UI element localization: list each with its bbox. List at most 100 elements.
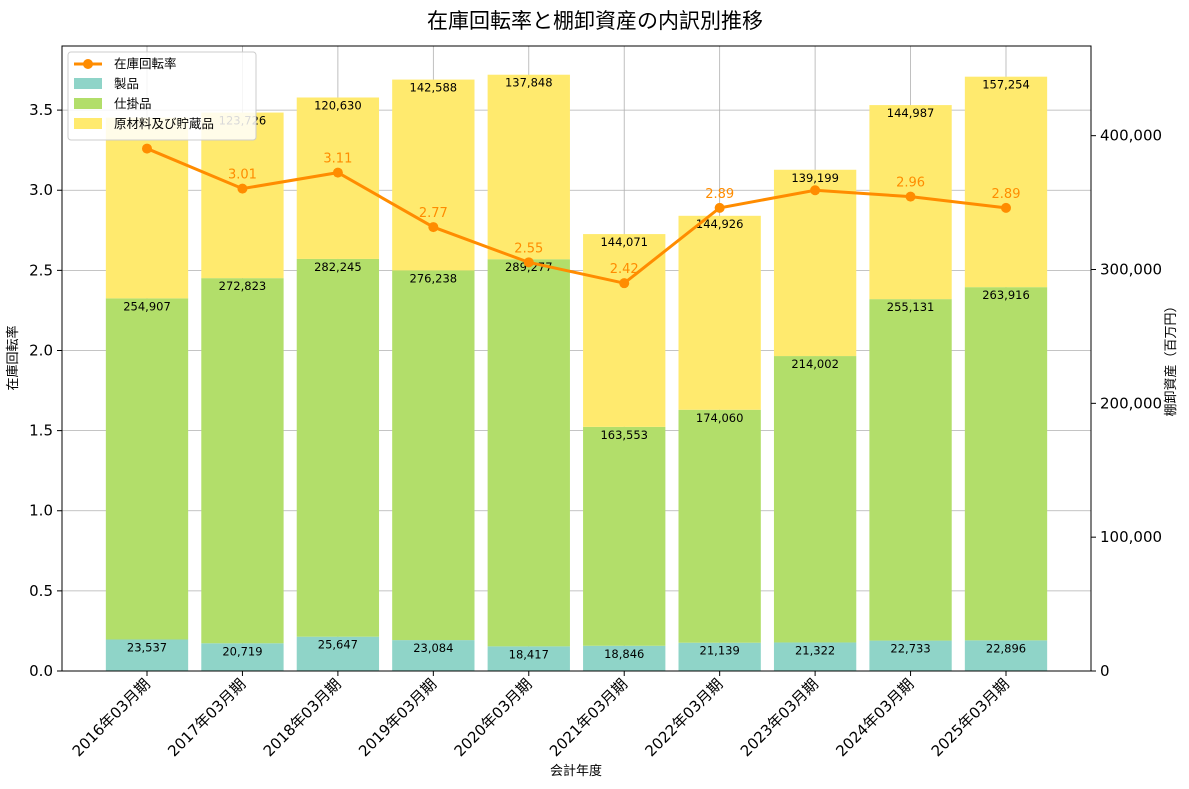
turnover-point <box>714 202 725 213</box>
bar-segment <box>964 287 1048 641</box>
legend-swatch <box>74 78 102 89</box>
turnover-label: 2.89 <box>705 187 734 202</box>
bar-value-label: 144,926 <box>696 217 744 231</box>
bar-value-label: 157,254 <box>982 78 1030 92</box>
bar-segment <box>678 215 761 410</box>
turnover-label: 2.55 <box>514 241 543 256</box>
legend-swatch <box>74 98 102 109</box>
legend-label: 在庫回転率 <box>114 56 177 71</box>
turnover-polyline <box>146 147 1007 285</box>
y2-tick-label: 0 <box>1100 662 1110 680</box>
turnover-point <box>237 183 248 194</box>
bar-segment <box>678 642 761 671</box>
y-tick-label: 2.5 <box>29 261 53 279</box>
bar-segment <box>869 105 952 300</box>
plot-frame <box>61 45 1092 672</box>
bar-value-label: 255,131 <box>887 300 935 314</box>
bar-segment <box>392 270 475 641</box>
bar-segment <box>105 639 189 671</box>
x-tick-label: 2020年03月期 <box>451 675 536 760</box>
bar-segment <box>964 640 1048 671</box>
bar-segment <box>392 640 475 671</box>
turnover-point <box>905 191 916 202</box>
bar-segment <box>583 426 666 646</box>
x-axis-title: 会計年度 <box>550 763 602 779</box>
bar-value-label: 22,733 <box>890 642 930 656</box>
bar-value-label: 23,537 <box>127 640 167 654</box>
y2-tick-label: 100,000 <box>1100 528 1162 546</box>
legend-line-marker <box>83 59 93 69</box>
bar-segment <box>487 74 570 260</box>
turnover-label: 2.77 <box>419 206 448 221</box>
bar-value-label: 21,139 <box>700 644 740 658</box>
bar-value-label: 174,060 <box>696 411 744 425</box>
y-tick-label: 3.5 <box>29 101 53 119</box>
turnover-line: 3.01 3.11 2.77 2.55 2.42 2.89 2.96 2.89 <box>142 143 1021 289</box>
turnover-label: 2.89 <box>992 187 1021 202</box>
bar-value-label: 144,987 <box>887 106 935 120</box>
y-tick-label: 1.0 <box>29 502 53 520</box>
bar-value-label: 20,719 <box>222 644 262 658</box>
stacked-bars <box>105 74 1048 671</box>
x-tick-label: 2022年03月期 <box>641 675 726 760</box>
legend-swatch <box>74 118 102 129</box>
y-tick-label: 2.0 <box>29 341 53 359</box>
bar-value-label: 18,417 <box>509 647 549 661</box>
turnover-point <box>142 143 152 154</box>
legend-box <box>67 51 257 141</box>
turnover-point <box>1001 202 1011 213</box>
x-tick-label: 2018年03月期 <box>260 675 345 760</box>
bar-segment <box>583 234 666 427</box>
turnover-point <box>332 167 343 178</box>
bar-value-label: 142,588 <box>410 81 458 95</box>
turnover-label: 3.11 <box>323 152 352 167</box>
y2-axis-title: 棚卸資産（百万円） <box>1163 299 1179 416</box>
legend-label: 仕掛品 <box>114 96 152 111</box>
y2-tick-label: 400,000 <box>1100 127 1162 145</box>
y-tick-label: 0.5 <box>29 582 53 600</box>
legend-label: 製品 <box>114 76 139 91</box>
bar-segment <box>296 258 380 637</box>
bar-value-label: 23,084 <box>413 641 453 655</box>
bar-segment <box>964 76 1048 288</box>
bar-value-label: 18,846 <box>604 647 644 661</box>
bar-segment <box>487 259 570 647</box>
bar-value-label: 254,907 <box>123 299 171 313</box>
bar-segment <box>773 356 857 643</box>
turnover-label: 2.42 <box>610 262 639 277</box>
bar-value-label: 263,916 <box>982 288 1030 302</box>
x-tick-label: 2017年03月期 <box>164 675 249 760</box>
y-tick-label: 1.5 <box>29 422 53 440</box>
bar-segment <box>869 640 952 671</box>
turnover-point <box>523 257 534 268</box>
bar-value-label: 276,238 <box>410 271 458 285</box>
bar-value-labels: 23,537254,90720,719272,823123,72625,6472… <box>123 76 1030 662</box>
x-tick-label: 2024年03月期 <box>832 675 917 760</box>
y2-tick-label: 200,000 <box>1100 394 1162 412</box>
bar-segment <box>773 642 857 671</box>
bar-value-label: 282,245 <box>314 260 362 274</box>
bar-value-label: 137,848 <box>505 76 553 90</box>
chart-title: 在庫回転率と棚卸資産の内訳別推移 <box>427 9 763 33</box>
bar-value-label: 214,002 <box>791 357 839 371</box>
legend-label: 原材料及び貯蔵品 <box>114 116 214 131</box>
bar-value-label: 22,896 <box>986 641 1026 655</box>
bar-segment <box>678 409 761 643</box>
bar-segment <box>392 79 475 271</box>
y-tick-label: 0.0 <box>29 662 53 680</box>
bar-value-label: 120,630 <box>314 98 362 112</box>
bar-segment <box>296 636 380 671</box>
turnover-label: 2.96 <box>896 176 925 191</box>
x-tick-label: 2021年03月期 <box>546 675 631 760</box>
y-tick-label: 3.0 <box>29 181 53 199</box>
bar-value-label: 163,553 <box>600 428 648 442</box>
bar-segment <box>583 645 666 671</box>
x-tick-label: 2023年03月期 <box>737 675 822 760</box>
bar-segment <box>773 169 857 357</box>
bar-value-label: 144,071 <box>600 235 648 249</box>
turnover-point <box>619 278 630 289</box>
turnover-point <box>428 222 439 233</box>
turnover-point <box>810 185 821 196</box>
bar-segment <box>105 298 189 640</box>
